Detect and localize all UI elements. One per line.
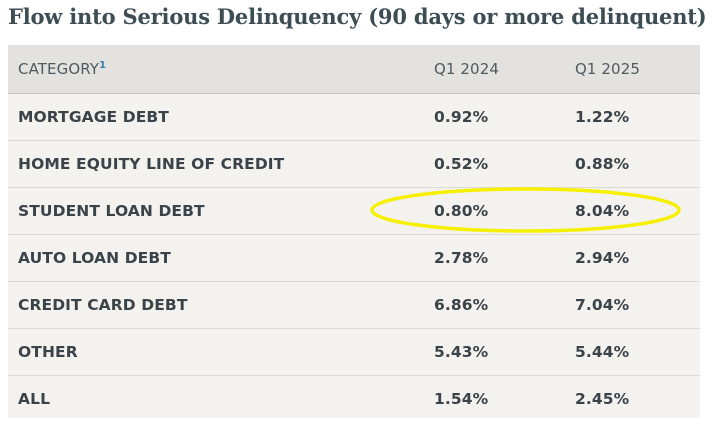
value-q1-2024-cell: 1.54% bbox=[434, 390, 489, 408]
header-category-label: CATEGORY bbox=[18, 60, 100, 78]
value-q1-2025-cell: 2.94% bbox=[561, 234, 700, 282]
value-q1-2025-cell: 1.22% bbox=[561, 93, 700, 141]
table-row: HOME EQUITY LINE OF CREDIT 0.52% 0.88% bbox=[8, 140, 700, 188]
header-q1-2025: Q1 2025 bbox=[561, 45, 700, 94]
value-q1-2025-cell: 0.88% bbox=[561, 140, 700, 188]
header-category: CATEGORY1 bbox=[8, 45, 424, 94]
table-header-row: CATEGORY1 Q1 2024 Q1 2025 bbox=[8, 45, 700, 94]
category-cell: AUTO LOAN DEBT bbox=[8, 234, 424, 282]
delinquency-table-container: CATEGORY1 Q1 2024 Q1 2025 MORTGAGE DEBT 0… bbox=[8, 45, 700, 418]
table-row: OTHER 5.43% 5.44% bbox=[8, 328, 700, 376]
footnote-marker[interactable]: 1 bbox=[99, 60, 107, 71]
value-q1-2024-cell: 0.52% bbox=[424, 140, 561, 188]
value-q1-2024-cell: 2.78% bbox=[424, 234, 561, 282]
table-row: STUDENT LOAN DEBT 0.80% 8.04% bbox=[8, 187, 700, 235]
value-q1-2024-cell: 5.43% bbox=[424, 328, 561, 376]
value-q1-2025-cell: 8.04% bbox=[561, 187, 700, 235]
value-q1-2024-cell: 6.86% bbox=[424, 281, 561, 329]
table-row: MORTGAGE DEBT 0.92% 1.22% bbox=[8, 93, 700, 141]
value-q1-2024-cell: 0.92% bbox=[424, 93, 561, 141]
category-cell: STUDENT LOAN DEBT bbox=[8, 187, 424, 235]
table-row: AUTO LOAN DEBT 2.78% 2.94% bbox=[8, 234, 700, 282]
category-cell: MORTGAGE DEBT bbox=[8, 93, 424, 141]
value-q1-2024-cell: 0.80% bbox=[424, 187, 561, 235]
header-q1-2024: Q1 2024 bbox=[424, 45, 561, 94]
delinquency-table: CATEGORY1 Q1 2024 Q1 2025 MORTGAGE DEBT 0… bbox=[8, 45, 700, 422]
value-q1-2025-cell: 7.04% bbox=[561, 281, 700, 329]
value-q1-2025-cell: 2.45% bbox=[575, 390, 630, 408]
value-q1-2025-cell: 5.44% bbox=[561, 328, 700, 376]
table-row: CREDIT CARD DEBT 6.86% 7.04% bbox=[8, 281, 700, 329]
category-cell: ALL bbox=[18, 390, 51, 408]
page-title: Flow into Serious Delinquency (90 days o… bbox=[8, 4, 707, 29]
category-cell: CREDIT CARD DEBT bbox=[8, 281, 424, 329]
category-cell: HOME EQUITY LINE OF CREDIT bbox=[8, 140, 424, 188]
category-cell: OTHER bbox=[8, 328, 424, 376]
table-row: ALL 1.54% 2.45% bbox=[8, 376, 700, 423]
